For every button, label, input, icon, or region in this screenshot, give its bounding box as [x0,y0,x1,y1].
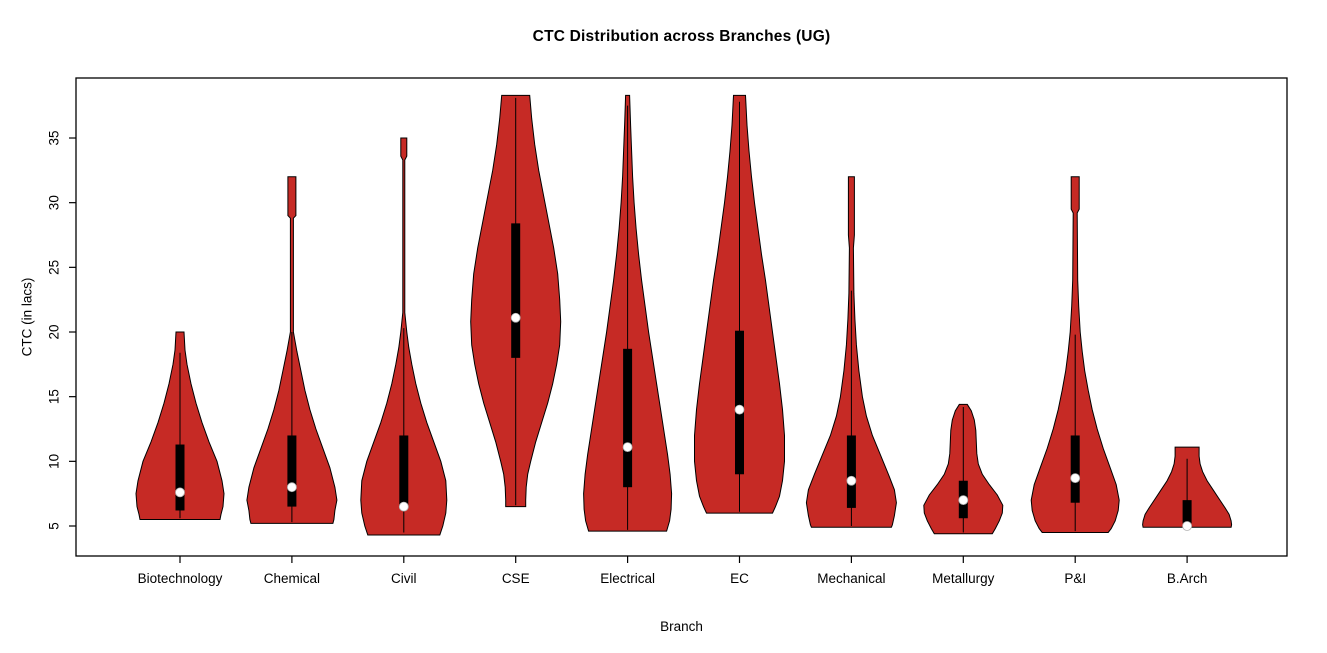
x-tick-label: Chemical [264,571,320,586]
y-tick-label: 10 [47,454,62,469]
violin-b-arch [1142,446,1233,531]
violin-metallurgy [923,403,1004,535]
median-dot [958,495,969,506]
x-tick-label: Civil [391,571,417,586]
x-tick-label: Biotechnology [138,571,223,586]
violin-mechanical [805,176,897,528]
violin-biotechnology [135,331,225,521]
iqr-box [735,330,744,475]
median-dot [1070,473,1081,484]
iqr-box [623,348,633,488]
violin-ec [694,94,785,514]
y-tick-label: 15 [47,389,62,404]
violin-electrical [583,94,673,532]
violin-cse [470,94,562,508]
violin-civil [360,137,448,536]
x-tick-label: EC [730,571,749,586]
iqr-box [511,223,521,358]
iqr-box [175,444,185,511]
median-dot [286,482,297,493]
x-tick-label: CSE [502,571,530,586]
median-dot [734,404,745,415]
violin-p-i [1030,176,1120,533]
x-tick-label: Mechanical [817,571,885,586]
y-tick-label: 25 [47,260,62,275]
median-dot [175,487,185,498]
violin-chemical [246,176,338,524]
plot-border [75,77,1288,557]
median-dot [510,312,521,323]
y-axis-title: CTC (in lacs) [19,277,35,357]
iqr-box [399,435,409,506]
median-dot [622,442,633,453]
y-tick-label: 35 [47,130,62,145]
chart-title: CTC Distribution across Branches (UG) [532,28,831,45]
iqr-box [287,435,297,507]
iqr-box [846,435,856,508]
median-dot [1182,521,1192,531]
y-tick-label: 20 [47,324,62,339]
y-tick-label: 30 [47,195,62,210]
iqr-box [1070,435,1080,503]
x-tick-label: P&I [1064,571,1086,586]
iqr-box [1182,500,1192,524]
median-dot [398,501,409,512]
x-axis-title: Branch [660,619,703,634]
median-dot [846,475,857,486]
x-tick-label: Electrical [600,571,655,586]
x-tick-label: Metallurgy [932,571,995,586]
x-tick-label: B.Arch [1167,571,1208,586]
y-tick-label: 5 [47,522,62,530]
